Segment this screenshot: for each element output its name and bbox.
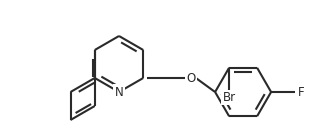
Text: O: O (186, 72, 195, 84)
Text: F: F (298, 86, 304, 98)
Text: N: N (115, 86, 123, 98)
Text: Br: Br (223, 91, 236, 104)
